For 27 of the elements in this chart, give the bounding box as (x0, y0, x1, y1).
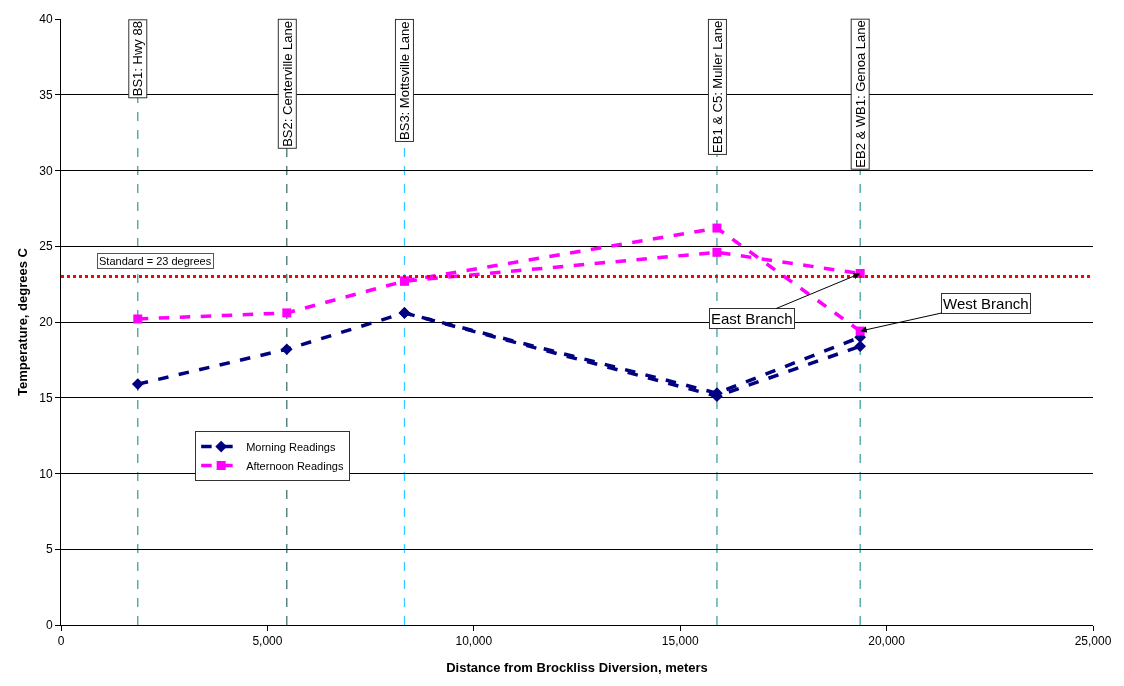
x-tick-label: 20,000 (868, 634, 906, 649)
legend-label: Afternoon Readings (246, 459, 344, 472)
y-tick-label: 10 (39, 466, 53, 481)
x-tick-label: 5,000 (252, 634, 283, 649)
y-axis-title: Temperature, degrees C (15, 247, 31, 396)
y-tick-label: 0 (45, 618, 53, 633)
annotation: West Branch (943, 295, 1029, 312)
x-tick-label: 10,000 (455, 634, 493, 649)
ref-line-label: BS2: Centerville Lane (279, 21, 295, 147)
annotation: East Branch (711, 310, 793, 327)
y-tick-label: 40 (39, 12, 53, 27)
ref-line-label: BS3: Mottsville Lane (396, 21, 412, 140)
x-tick-label: 0 (57, 634, 65, 649)
x-tick-label: 15,000 (661, 634, 699, 649)
y-tick-label: 30 (39, 163, 53, 178)
ref-line-label: EB2 & WB1: Genoa Lane (852, 20, 868, 168)
ref-line-label: EB1 & C5: Muller Lane (709, 20, 725, 153)
x-tick-label: 25,000 (1074, 634, 1112, 649)
ref-line-label: Standard = 23 degrees (99, 255, 212, 267)
ref-line-label: BS1: Hwy 88 (130, 21, 146, 97)
y-tick-label: 20 (39, 315, 53, 330)
legend-label: Morning Readings (246, 440, 336, 453)
y-tick-label: 35 (39, 87, 53, 102)
y-tick-label: 5 (45, 542, 53, 557)
y-tick-label: 15 (39, 390, 53, 405)
x-axis-title: Distance from Brockliss Diversion, meters (446, 660, 708, 675)
y-tick-label: 25 (39, 239, 53, 254)
